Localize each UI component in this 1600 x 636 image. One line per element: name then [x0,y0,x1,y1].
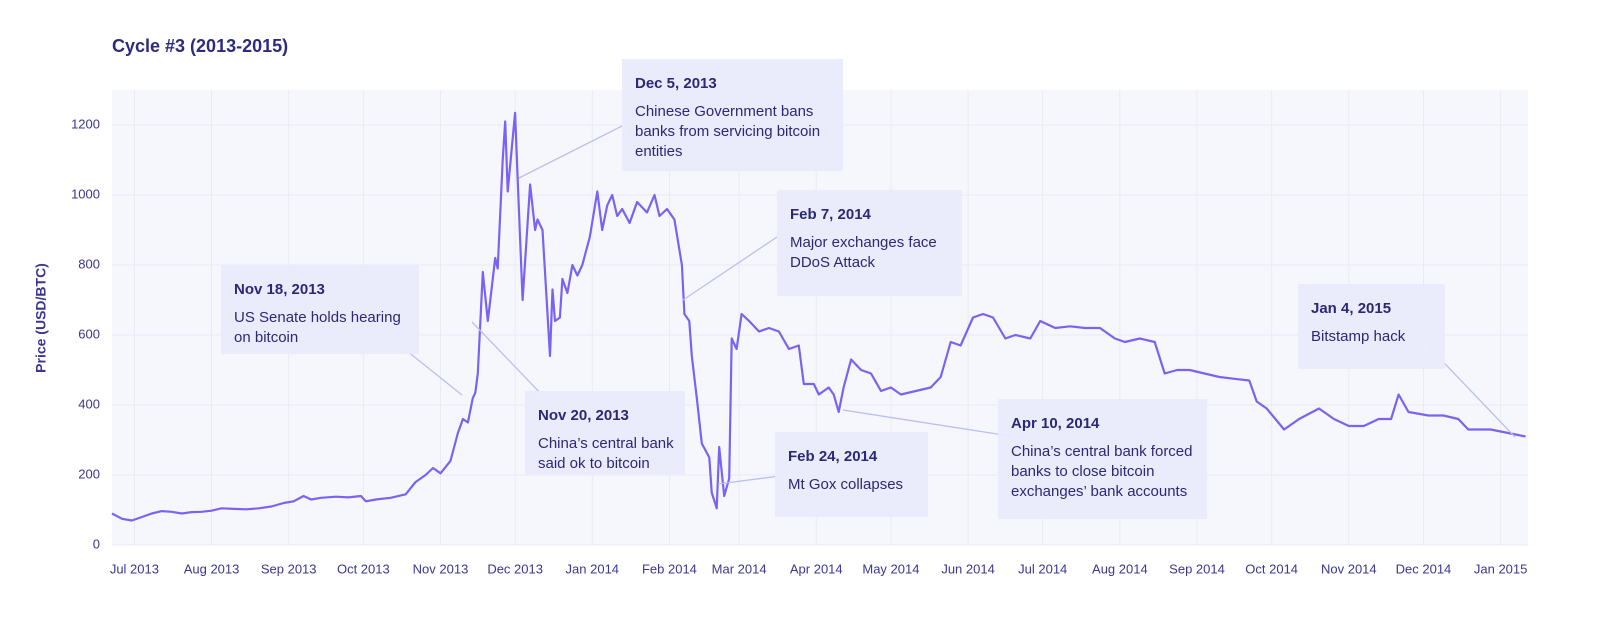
annotation: Nov 20, 2013 China’s central bank said ok … [471,321,685,475]
x-tick-label: Aug 2014 [1092,561,1148,576]
x-tick-label: Nov 2013 [413,561,469,576]
x-tick-label: Aug 2013 [184,561,240,576]
annotation-date: Nov 20, 2013 [538,407,629,424]
annotation-date: Nov 18, 2013 [234,281,325,298]
annotation-box [622,59,843,171]
annotation-connector [682,236,778,301]
annotation-date: Dec 5, 2013 [635,75,717,92]
y-tick-label: 200 [78,466,100,481]
price-line [111,111,1526,522]
x-tick-label: May 2014 [862,561,919,576]
annotation-connector [401,346,463,396]
y-tick-label: 0 [93,536,100,551]
x-tick-label: Jul 2014 [1018,561,1067,576]
annotation-connector [471,321,548,401]
x-tick-label: Oct 2014 [1245,561,1298,576]
x-tick-label: Sep 2013 [261,561,317,576]
annotation-date: Feb 24, 2014 [788,448,878,465]
annotation-box [998,399,1207,519]
x-tick-label: Jun 2014 [941,561,995,576]
annotation-connector [717,475,781,485]
x-tick-label: Sep 2014 [1169,561,1225,576]
y-axis-label: Price (USD/BTC) [33,263,49,373]
annotation-box [775,432,928,517]
x-tick-label: Jul 2013 [110,561,159,576]
annotation-text: exchanges’ bank accounts [1011,483,1187,500]
annotation-box [221,265,419,354]
annotation-text: DDoS Attack [790,254,876,271]
x-tick-label: Dec 2014 [1396,561,1452,576]
annotation: Jan 4, 2015 Bitstamp hack [1298,284,1516,438]
annotation-text: China’s central bank [538,435,674,452]
annotation: Feb 24, 2014 Mt Gox collapses [717,432,928,517]
x-tick-label: Feb 2014 [642,561,697,576]
x-tick-label: Jan 2014 [566,561,620,576]
y-tick-label: 800 [78,256,100,271]
annotation-text: banks to close bitcoin [1011,463,1154,480]
annotation-connector [842,409,1011,437]
annotation-text: Chinese Government bans [635,103,813,120]
x-tick-label: Mar 2014 [712,561,767,576]
annotation-text: entities [635,143,683,160]
x-tick-label: Oct 2013 [337,561,390,576]
annotation-connector [518,125,623,179]
annotation-text: Bitstamp hack [1311,328,1406,345]
annotation-text: said ok to bitcoin [538,455,650,472]
y-tick-label: 600 [78,326,100,341]
annotation-date: Apr 10, 2014 [1011,415,1100,432]
annotation-text: Major exchanges face [790,234,937,251]
annotation: Apr 10, 2014 China’s central bank forced b… [842,399,1207,519]
annotation-date: Jan 4, 2015 [1311,300,1391,317]
annotation: Dec 5, 2013 Chinese Government bans banks … [518,59,843,179]
chart-title: Cycle #3 (2013-2015) [112,36,288,56]
annotation: Nov 18, 2013 US Senate holds hearing on bi… [221,265,463,396]
annotation-box [1298,284,1445,369]
x-tick-label: Jan 2015 [1474,561,1528,576]
x-tick-label: Nov 2014 [1321,561,1377,576]
x-tick-label: Dec 2013 [487,561,543,576]
annotation: Feb 7, 2014 Major exchanges face DDoS Atta… [682,190,962,301]
y-tick-label: 1000 [71,186,100,201]
y-tick-label: 1200 [71,116,100,131]
annotation-text: banks from servicing bitcoin [635,123,820,140]
annotation-box [525,391,685,475]
annotation-text: China’s central bank forced [1011,443,1193,460]
annotation-text: US Senate holds hearing [234,309,401,326]
annotation-box [777,190,962,296]
x-tick-label: Apr 2014 [790,561,843,576]
annotation-text: on bitcoin [234,329,298,346]
y-tick-label: 400 [78,396,100,411]
annotation-date: Feb 7, 2014 [790,206,872,223]
annotation-text: Mt Gox collapses [788,476,903,493]
